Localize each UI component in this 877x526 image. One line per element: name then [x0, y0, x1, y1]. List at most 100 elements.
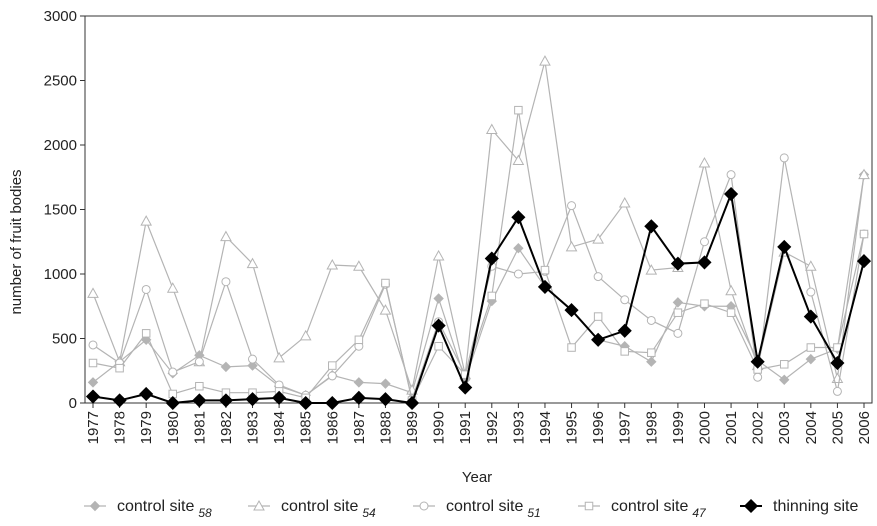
data-point-thinning	[272, 390, 287, 405]
data-point-site47	[806, 343, 816, 352]
data-point-thinning	[458, 380, 473, 395]
data-point-site54	[565, 240, 578, 252]
data-point-site51	[620, 295, 630, 305]
data-point-site51	[513, 269, 523, 279]
legend-label: control site 54	[281, 498, 376, 520]
x-tick-label: 2005	[829, 411, 846, 444]
data-point-site51	[646, 315, 656, 325]
legend-item-site58: control site 58	[84, 498, 212, 520]
legend-label: control site 51	[446, 498, 541, 520]
legend-label: control site 58	[117, 498, 212, 520]
data-point-site47	[647, 348, 656, 357]
series-thinning	[85, 186, 872, 411]
data-point-site51	[726, 170, 736, 180]
x-tick-label: 1977	[85, 411, 102, 444]
x-axis: 1977 1978 1979 1980 1981 1982 1983 1984 1985 1986…	[85, 403, 873, 444]
legend-item-site51: control site 51	[413, 498, 541, 520]
data-point-site47	[88, 358, 98, 368]
data-point-site51	[567, 201, 577, 211]
y-axis-title: number of fruit bodies	[8, 169, 25, 314]
data-point-thinning	[112, 393, 127, 408]
data-point-site54	[645, 264, 658, 275]
data-point-site58	[672, 297, 684, 308]
y-tick-label: 1500	[44, 202, 77, 219]
data-point-thinning	[484, 251, 499, 266]
data-point-site58	[805, 353, 817, 365]
data-point-thinning	[139, 386, 154, 402]
legend-subscript: 58	[198, 506, 212, 520]
x-tick-label: 1987	[351, 411, 368, 444]
legend-item-site47: control site 47	[578, 498, 707, 520]
x-tick-label: 1983	[245, 411, 262, 444]
data-point-site51	[593, 272, 603, 282]
data-point-site54	[592, 233, 604, 244]
data-point-site54	[140, 215, 153, 226]
legend-marker	[743, 498, 759, 514]
data-point-thinning	[351, 390, 366, 405]
data-point-thinning	[85, 389, 101, 404]
data-point-site54	[698, 157, 711, 168]
legend-marker	[253, 499, 265, 511]
data-point-site58	[353, 377, 365, 388]
y-tick-label: 500	[52, 331, 77, 348]
legend-item-thinning: thinning site	[740, 498, 858, 515]
x-tick-label: 1984	[271, 411, 288, 444]
legend-subscript: 54	[362, 506, 376, 520]
data-point-site54	[87, 287, 99, 298]
data-point-site54	[246, 257, 259, 269]
legend-marker	[584, 501, 594, 511]
data-point-site58	[380, 378, 391, 389]
data-point-site54	[485, 123, 498, 135]
data-point-site47	[434, 341, 443, 351]
data-point-thinning	[697, 255, 712, 270]
data-point-thinning	[564, 303, 579, 318]
data-point-site54	[299, 329, 312, 341]
data-point-site58	[433, 293, 444, 304]
legend-label: thinning site	[773, 498, 858, 515]
data-point-site47	[328, 361, 337, 370]
x-axis-title: Year	[462, 469, 492, 486]
data-point-site47	[381, 278, 390, 288]
data-point-site58	[87, 377, 99, 388]
x-tick-label: 2003	[776, 411, 793, 444]
data-point-site51	[168, 367, 178, 377]
data-point-site54	[379, 304, 392, 315]
data-point-thinning	[325, 395, 340, 411]
data-point-site47	[726, 308, 736, 317]
data-point-thinning	[724, 186, 739, 202]
data-point-site54	[353, 260, 365, 271]
series-site51	[88, 153, 869, 404]
data-point-site47	[567, 343, 576, 352]
data-point-thinning	[192, 393, 207, 408]
data-point-thinning	[298, 395, 313, 411]
data-point-site47	[141, 329, 151, 338]
series-line-site47	[92, 110, 865, 403]
x-tick-label: 1994	[537, 411, 554, 444]
legend-label: control site 47	[611, 498, 707, 520]
data-point-site47	[593, 312, 603, 321]
y-tick-label: 0	[69, 395, 77, 412]
series-layer	[85, 55, 872, 411]
y-axis: 0 500 1000 1500 2000 2500 3000	[44, 8, 85, 412]
data-point-thinning	[856, 254, 872, 269]
data-point-thinning	[830, 355, 845, 371]
x-tick-label: 1985	[298, 411, 315, 444]
data-point-site54	[326, 258, 339, 270]
x-tick-label: 1979	[138, 411, 155, 444]
data-point-site51	[327, 371, 337, 381]
data-point-site58	[646, 356, 657, 367]
data-point-thinning	[670, 256, 685, 271]
data-point-site51	[806, 287, 816, 297]
x-tick-label: 2000	[696, 411, 713, 444]
data-point-site54	[512, 154, 525, 165]
x-tick-label: 2004	[803, 411, 820, 444]
data-point-site54	[273, 351, 285, 363]
x-tick-label: 2002	[750, 411, 767, 444]
data-point-site47	[354, 335, 364, 345]
x-tick-label: 1978	[112, 411, 129, 444]
x-tick-label: 1990	[431, 411, 448, 444]
x-tick-label: 1998	[643, 411, 660, 444]
data-point-thinning	[378, 392, 393, 407]
